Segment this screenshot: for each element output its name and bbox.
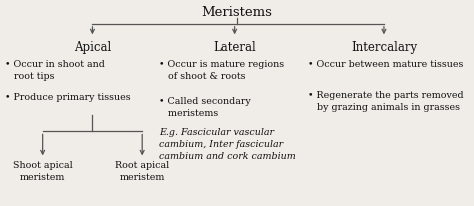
Text: Meristems: Meristems: [201, 6, 273, 19]
Text: • Regenerate the parts removed
   by grazing animals in grasses: • Regenerate the parts removed by grazin…: [308, 91, 464, 111]
Text: Intercalary: Intercalary: [351, 41, 417, 54]
Text: • Occur in shoot and
   root tips: • Occur in shoot and root tips: [5, 60, 105, 80]
Text: Lateral: Lateral: [213, 41, 256, 54]
Text: E.g. Fascicular vascular
cambium, Inter fascicular
cambium and cork cambium: E.g. Fascicular vascular cambium, Inter …: [159, 128, 296, 160]
Text: • Called secondary
   meristems: • Called secondary meristems: [159, 97, 251, 117]
Text: Root apical
meristem: Root apical meristem: [115, 161, 169, 181]
Text: • Occur between mature tissues: • Occur between mature tissues: [308, 60, 464, 69]
Text: • Produce primary tissues: • Produce primary tissues: [5, 93, 130, 102]
Text: Shoot apical
meristem: Shoot apical meristem: [13, 161, 73, 181]
Text: • Occur is mature regions
   of shoot & roots: • Occur is mature regions of shoot & roo…: [159, 60, 284, 80]
Text: Apical: Apical: [74, 41, 111, 54]
